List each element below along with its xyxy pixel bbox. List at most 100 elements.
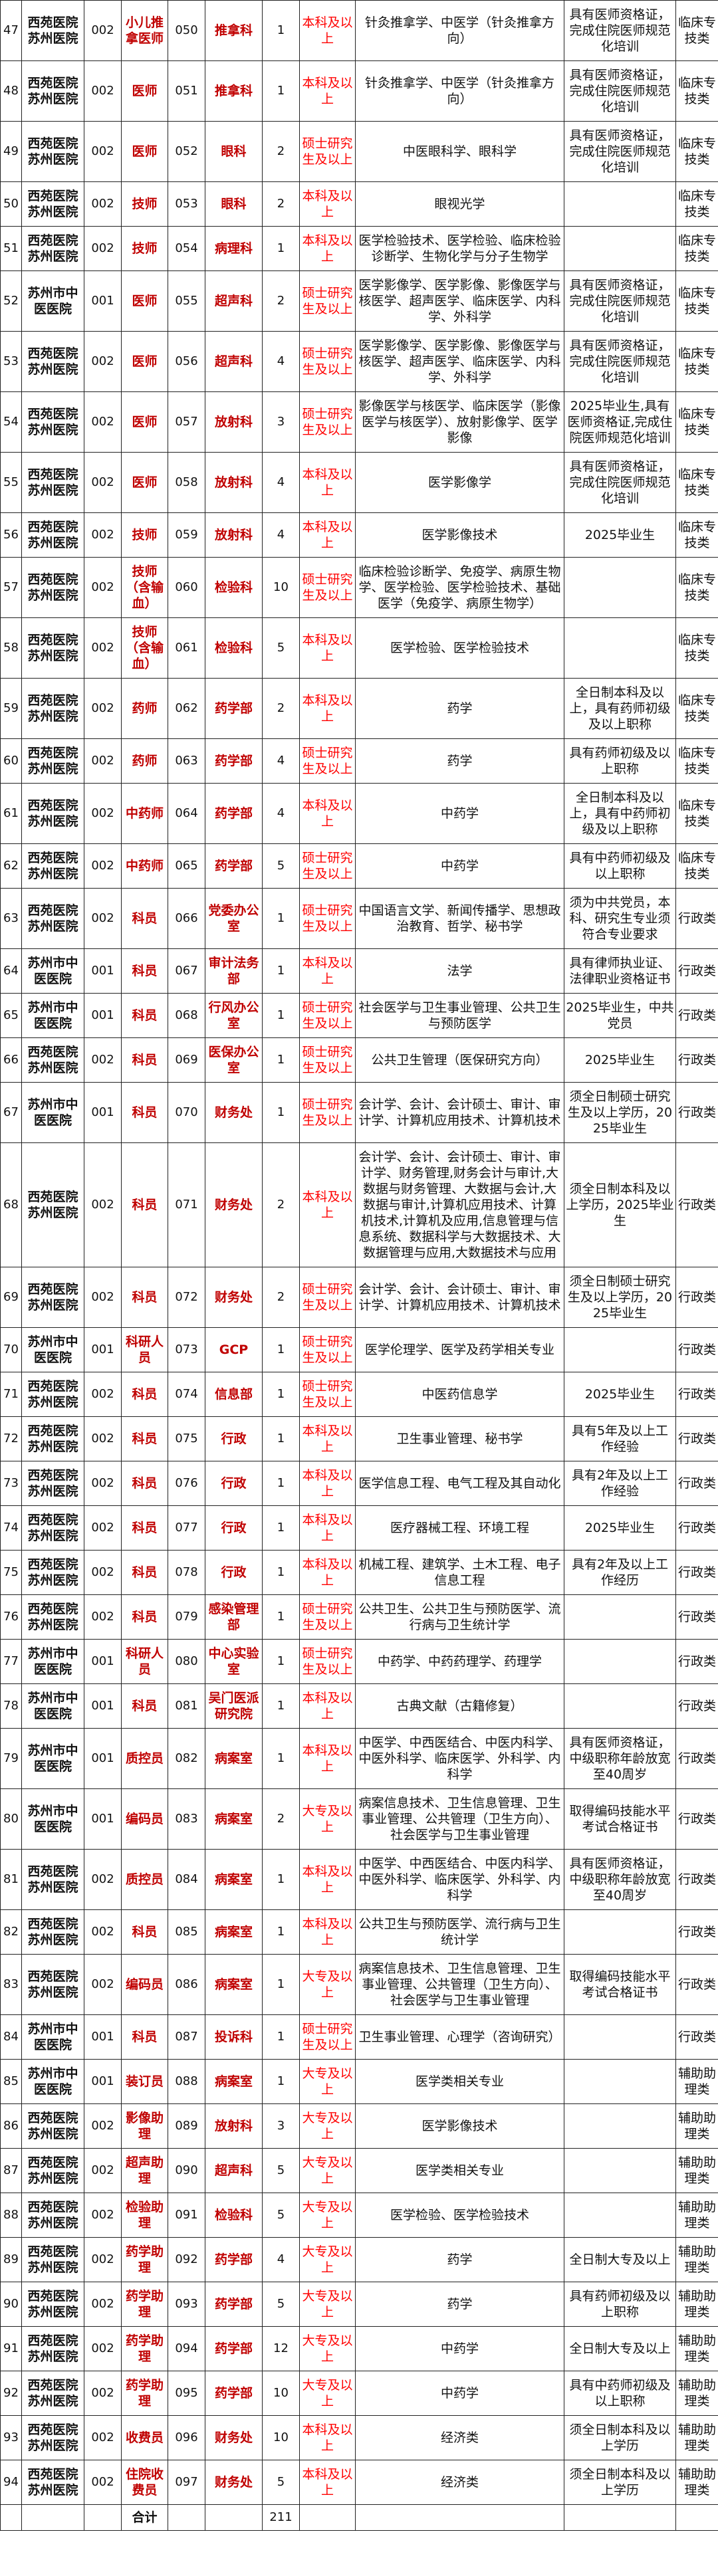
position-category: 辅助助理类	[675, 2059, 718, 2104]
position-code: 094	[168, 2326, 205, 2371]
position-code: 057	[168, 391, 205, 453]
table-row: 67 苏州市中医医院 001 科员 070 财务处 1 硕士研究生及以上 会计学、会计、会计硕士…	[0, 1082, 718, 1143]
department: 超声科	[205, 2148, 263, 2193]
education-requirement: 本科及以上	[299, 1909, 356, 1955]
table-row: 54 西苑医院苏州医院 002 医师 057 放射科 3 硕士研究生及以上 影像医学与核医学、临…	[0, 391, 718, 453]
department: 放射科	[205, 391, 263, 453]
position-category: 行政类	[675, 1142, 718, 1267]
position-category: 临床专技类	[675, 512, 718, 558]
row-number: 57	[0, 557, 22, 618]
position-category: 临床专技类	[675, 181, 718, 227]
hospital-name: 西苑医院苏州医院	[21, 2282, 84, 2327]
other-requirements: 2025毕业生,具有医师资格证,完成住院医师规范化培训	[564, 391, 676, 453]
row-number: 75	[0, 1550, 22, 1595]
row-number: 62	[0, 843, 22, 889]
row-number: 65	[0, 993, 22, 1038]
position-name: 中药师	[121, 843, 168, 889]
position-category: 行政类	[675, 1267, 718, 1328]
position-category: 行政类	[675, 1461, 718, 1506]
position-category: 行政类	[675, 1639, 718, 1684]
department: 病案室	[205, 1954, 263, 2015]
headcount: 4	[262, 512, 300, 558]
headcount: 2	[262, 1267, 300, 1328]
hospital-code: 002	[84, 2103, 122, 2149]
position-code: 056	[168, 331, 205, 392]
headcount: 1	[262, 1416, 300, 1461]
position-code: 079	[168, 1594, 205, 1640]
position-code: 067	[168, 948, 205, 994]
position-code: 073	[168, 1327, 205, 1372]
position-category: 临床专技类	[675, 452, 718, 513]
position-category: 辅助助理类	[675, 2326, 718, 2371]
hospital-name: 西苑医院苏州医院	[21, 60, 84, 122]
education-requirement: 硕士研究生及以上	[299, 1082, 356, 1143]
position-name: 科研人员	[121, 1327, 168, 1372]
total-empty-cell	[21, 2504, 84, 2531]
table-row: 88 西苑医院苏州医院 002 检验助理 091 检验科 5 大专及以上 医学检验、医学检验技术…	[0, 2193, 718, 2238]
hospital-code: 002	[84, 2148, 122, 2193]
total-label: 合计	[121, 2504, 168, 2531]
headcount: 1	[262, 1683, 300, 1729]
department: 放射科	[205, 452, 263, 513]
major-requirement: 医学影像学	[355, 452, 564, 513]
other-requirements: 具有药师初级及以上职称	[564, 738, 676, 784]
row-number: 73	[0, 1461, 22, 1506]
headcount: 4	[262, 2237, 300, 2282]
hospital-name: 西苑医院苏州医院	[21, 2415, 84, 2460]
table-row: 48 西苑医院苏州医院 002 医师 051 推拿科 1 本科及以上 针灸推拿学、中医学（针灸推…	[0, 60, 718, 122]
position-code: 053	[168, 181, 205, 227]
hospital-name: 西苑医院苏州医院	[21, 2103, 84, 2149]
other-requirements: 具有2年及以上工作经历	[564, 1550, 676, 1595]
hospital-name: 西苑医院苏州医院	[21, 1037, 84, 1083]
position-name: 质控员	[121, 1728, 168, 1789]
other-requirements	[564, 226, 676, 271]
other-requirements: 具有医师资格证，中级职称年龄放宽至40周岁	[564, 1728, 676, 1789]
position-name: 技师	[121, 226, 168, 271]
row-number: 51	[0, 226, 22, 271]
headcount: 12	[262, 2326, 300, 2371]
row-number: 91	[0, 2326, 22, 2371]
major-requirement: 会计学、会计、会计硕士、审计、审计学、财务管理,财务会计与审计,大数据与财务管理…	[355, 1142, 564, 1267]
education-requirement: 硕士研究生及以上	[299, 843, 356, 889]
department: 药学部	[205, 2371, 263, 2416]
position-category: 行政类	[675, 2014, 718, 2060]
other-requirements: 具有中药师初级及以上职称	[564, 843, 676, 889]
position-name: 药学助理	[121, 2282, 168, 2327]
total-empty-cell	[355, 2504, 564, 2531]
hospital-code: 001	[84, 1082, 122, 1143]
position-code: 078	[168, 1550, 205, 1595]
position-name: 科员	[121, 1267, 168, 1328]
hospital-code: 002	[84, 2371, 122, 2416]
hospital-code: 002	[84, 843, 122, 889]
hospital-name: 西苑医院苏州医院	[21, 617, 84, 679]
position-category: 行政类	[675, 1372, 718, 1417]
row-number: 86	[0, 2103, 22, 2149]
position-name: 科员	[121, 948, 168, 994]
row-number: 76	[0, 1594, 22, 1640]
hospital-code: 002	[84, 181, 122, 227]
department: 药学部	[205, 843, 263, 889]
education-requirement: 大专及以上	[299, 1954, 356, 2015]
department: 行风办公室	[205, 993, 263, 1038]
headcount: 2	[262, 181, 300, 227]
hospital-code: 002	[84, 1372, 122, 1417]
major-requirement: 机械工程、建筑学、土木工程、电子信息工程	[355, 1550, 564, 1595]
headcount: 1	[262, 60, 300, 122]
hospital-code: 002	[84, 888, 122, 949]
major-requirement: 经济类	[355, 2415, 564, 2460]
hospital-code: 001	[84, 2014, 122, 2060]
total-row: 合计 211	[0, 2504, 718, 2531]
department: 眼科	[205, 121, 263, 182]
headcount: 1	[262, 1461, 300, 1506]
department: 药学部	[205, 678, 263, 739]
department: 检验科	[205, 617, 263, 679]
major-requirement: 中药学	[355, 783, 564, 844]
headcount: 5	[262, 2193, 300, 2238]
other-requirements: 2025毕业生	[564, 1505, 676, 1551]
other-requirements	[564, 617, 676, 679]
position-category: 行政类	[675, 1505, 718, 1551]
other-requirements: 具有医师资格证，中级职称年龄放宽至40周岁	[564, 1849, 676, 1910]
position-code: 090	[168, 2148, 205, 2193]
hospital-name: 西苑医院苏州医院	[21, 1142, 84, 1267]
table-row: 81 西苑医院苏州医院 002 质控员 084 病案室 1 本科及以上 中医学、中西医结合、中医…	[0, 1849, 718, 1910]
